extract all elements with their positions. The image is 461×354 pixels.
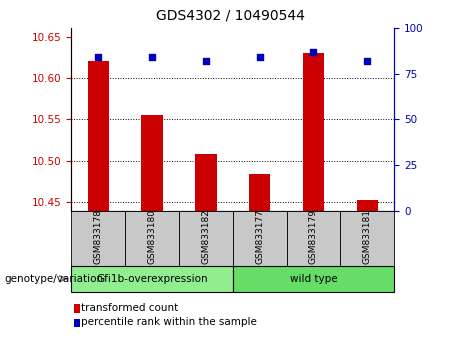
Text: GSM833177: GSM833177 <box>255 209 264 264</box>
Text: GSM833178: GSM833178 <box>94 209 103 264</box>
Bar <box>195 154 217 211</box>
Bar <box>356 200 378 211</box>
Text: GSM833180: GSM833180 <box>148 209 157 264</box>
Point <box>364 58 371 64</box>
Bar <box>142 115 163 211</box>
Text: percentile rank within the sample: percentile rank within the sample <box>81 317 257 327</box>
Point <box>256 55 263 60</box>
Bar <box>88 62 109 211</box>
Text: transformed count: transformed count <box>81 303 178 313</box>
Point <box>202 58 210 64</box>
Text: GSM833179: GSM833179 <box>309 209 318 264</box>
Point <box>95 55 102 60</box>
Text: GSM833182: GSM833182 <box>201 209 210 264</box>
Point <box>310 49 317 55</box>
Bar <box>303 53 324 211</box>
Point <box>148 55 156 60</box>
Text: genotype/variation: genotype/variation <box>5 274 104 284</box>
Text: Gfi1b-overexpression: Gfi1b-overexpression <box>96 274 208 284</box>
Text: GDS4302 / 10490544: GDS4302 / 10490544 <box>156 9 305 23</box>
Text: wild type: wild type <box>290 274 337 284</box>
Bar <box>249 174 271 211</box>
Text: GSM833181: GSM833181 <box>363 209 372 264</box>
